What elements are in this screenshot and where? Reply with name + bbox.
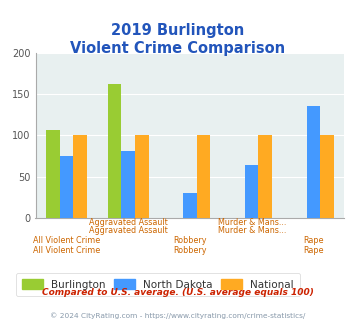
Bar xyxy=(135,135,148,218)
Text: Robbery: Robbery xyxy=(173,246,207,255)
Text: Robbery: Robbery xyxy=(173,236,207,245)
Text: Aggravated Assault: Aggravated Assault xyxy=(89,226,168,235)
Bar xyxy=(183,193,197,218)
Text: Rape: Rape xyxy=(303,246,324,255)
Text: Compared to U.S. average. (U.S. average equals 100): Compared to U.S. average. (U.S. average … xyxy=(42,287,313,297)
Bar xyxy=(60,156,73,218)
Text: Murder & Mans...: Murder & Mans... xyxy=(218,218,286,227)
Bar xyxy=(307,106,320,218)
Bar xyxy=(258,135,272,218)
Text: Murder & Mans...: Murder & Mans... xyxy=(218,226,286,235)
Bar xyxy=(108,84,121,218)
Text: © 2024 CityRating.com - https://www.cityrating.com/crime-statistics/: © 2024 CityRating.com - https://www.city… xyxy=(50,313,305,319)
Text: Rape: Rape xyxy=(303,236,324,245)
Bar xyxy=(320,135,334,218)
Text: All Violent Crime: All Violent Crime xyxy=(33,236,100,245)
Bar xyxy=(46,129,60,218)
Legend: Burlington, North Dakota, National: Burlington, North Dakota, National xyxy=(16,273,300,296)
Text: Violent Crime Comparison: Violent Crime Comparison xyxy=(70,41,285,56)
Bar xyxy=(121,151,135,218)
Bar xyxy=(73,135,87,218)
Text: All Violent Crime: All Violent Crime xyxy=(33,246,100,255)
Text: 2019 Burlington: 2019 Burlington xyxy=(111,23,244,38)
Text: Aggravated Assault: Aggravated Assault xyxy=(89,218,168,227)
Bar xyxy=(245,165,258,218)
Bar xyxy=(197,135,210,218)
